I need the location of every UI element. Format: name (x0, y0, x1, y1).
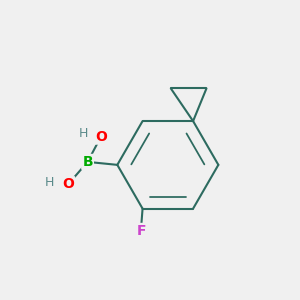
Text: B: B (82, 155, 93, 169)
Text: O: O (62, 177, 74, 191)
Text: H: H (78, 127, 88, 140)
Text: F: F (136, 224, 146, 238)
Text: O: O (95, 130, 107, 144)
Text: H: H (44, 176, 54, 189)
